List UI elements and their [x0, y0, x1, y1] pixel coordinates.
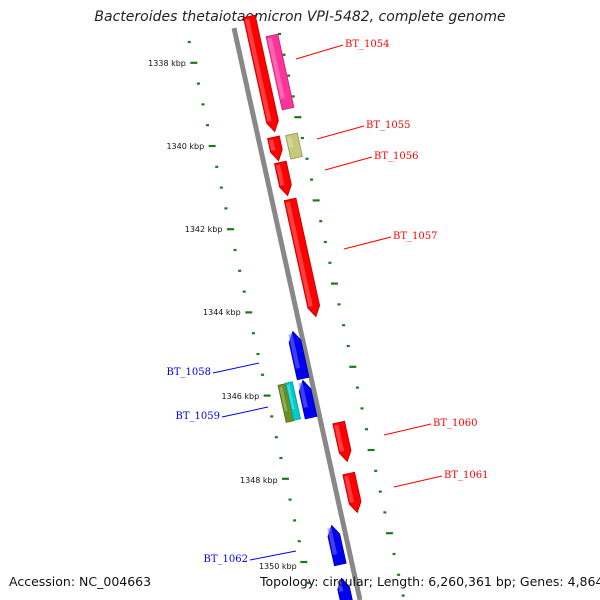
gene-feature-bt-1062[interactable]	[326, 524, 347, 567]
gene-label-bt-1062[interactable]: BT_1062	[204, 550, 297, 565]
gene-label-text: BT_1057	[393, 231, 437, 242]
scale-label: 1348 kbp	[240, 476, 278, 485]
gene-label-text: BT_1058	[167, 367, 211, 378]
leader-line	[343, 236, 392, 250]
gene-label-text: BT_1054	[345, 39, 389, 50]
genes-count-value: 4,864	[567, 574, 600, 589]
accession-label: Accession:	[9, 574, 76, 589]
scale-label: 1346 kbp	[222, 392, 260, 401]
leader-line	[249, 550, 297, 561]
gene-feature-green[interactable]	[277, 383, 295, 423]
genes-count-label: Genes:	[519, 574, 564, 589]
gene-feature-bt-1058[interactable]	[287, 330, 310, 381]
scale-label: 1340 kbp	[166, 142, 204, 151]
topology-value: circular	[322, 574, 369, 589]
gene-label-text: BT_1059	[176, 411, 220, 422]
gene-label-text: BT_1056	[374, 151, 418, 162]
length-value: 6,260,361 bp	[428, 574, 512, 589]
gene-label-bt-1057[interactable]: BT_1057	[343, 231, 437, 250]
gene-feature-bt-1056[interactable]	[274, 160, 293, 197]
leader-line	[393, 475, 443, 488]
gene-label-bt-1060[interactable]: BT_1060	[383, 418, 477, 436]
leader-line	[324, 156, 373, 171]
leader-line	[295, 44, 344, 60]
inner-tick-track	[187, 40, 310, 584]
gene-labels: BT_1054 BT_1055 BT_1056 BT_1057 BT_1058 BT_10…	[167, 39, 489, 565]
gene-feature-partial[interactable]	[336, 577, 353, 600]
scale-label: 1350 kbp	[259, 562, 297, 571]
genome-summary: Topology: circular; Length: 6,260,361 bp…	[260, 574, 600, 589]
gene-label-text: BT_1061	[444, 470, 488, 481]
leader-line	[316, 125, 365, 140]
gene-feature-bt-1057[interactable]	[283, 197, 322, 318]
genome-backbone	[231, 27, 363, 600]
gene-feature-olive[interactable]	[285, 132, 303, 160]
gene-label-bt-1056[interactable]: BT_1056	[324, 151, 418, 171]
scale-labels: 1338 kbp 1340 kbp 1342 kbp 1344 kbp 1346 kbp…	[148, 59, 297, 571]
gene-feature-bt-1055[interactable]	[267, 135, 285, 162]
gene-label-bt-1058[interactable]: BT_1058	[167, 362, 260, 378]
gene-label-text: BT_1060	[433, 418, 477, 429]
scale-label: 1342 kbp	[185, 225, 223, 234]
map-title: Bacteroides thetaiotaomicron VPI-5482, c…	[94, 9, 506, 25]
gene-features	[242, 14, 363, 600]
gene-feature-bt-1054[interactable]	[242, 14, 280, 133]
length-label: Length:	[376, 574, 425, 589]
leader-line	[221, 406, 269, 418]
gene-feature-pink[interactable]	[265, 33, 295, 111]
gene-label-bt-1055[interactable]: BT_1055	[316, 120, 410, 140]
accession-value: NC_004663	[79, 574, 152, 589]
gene-feature-bt-1061[interactable]	[342, 471, 363, 514]
scale-label: 1338 kbp	[148, 59, 186, 68]
gene-feature-bt-1060[interactable]	[332, 420, 353, 463]
accession-info: Accession: NC_004663	[9, 574, 151, 589]
gene-label-text: BT_1062	[204, 554, 248, 565]
gene-feature-bt-1059[interactable]	[297, 379, 318, 420]
topology-label: Topology:	[260, 574, 319, 589]
gene-label-bt-1054[interactable]: BT_1054	[295, 39, 389, 60]
leader-line	[212, 362, 260, 374]
gene-label-bt-1061[interactable]: BT_1061	[393, 470, 488, 488]
gene-label-text: BT_1055	[366, 120, 410, 131]
scale-label: 1344 kbp	[203, 308, 241, 317]
gene-feature-cyan[interactable]	[285, 381, 301, 421]
leader-line	[383, 423, 432, 436]
outer-tick-track	[277, 32, 405, 597]
gene-label-bt-1059[interactable]: BT_1059	[176, 406, 269, 422]
